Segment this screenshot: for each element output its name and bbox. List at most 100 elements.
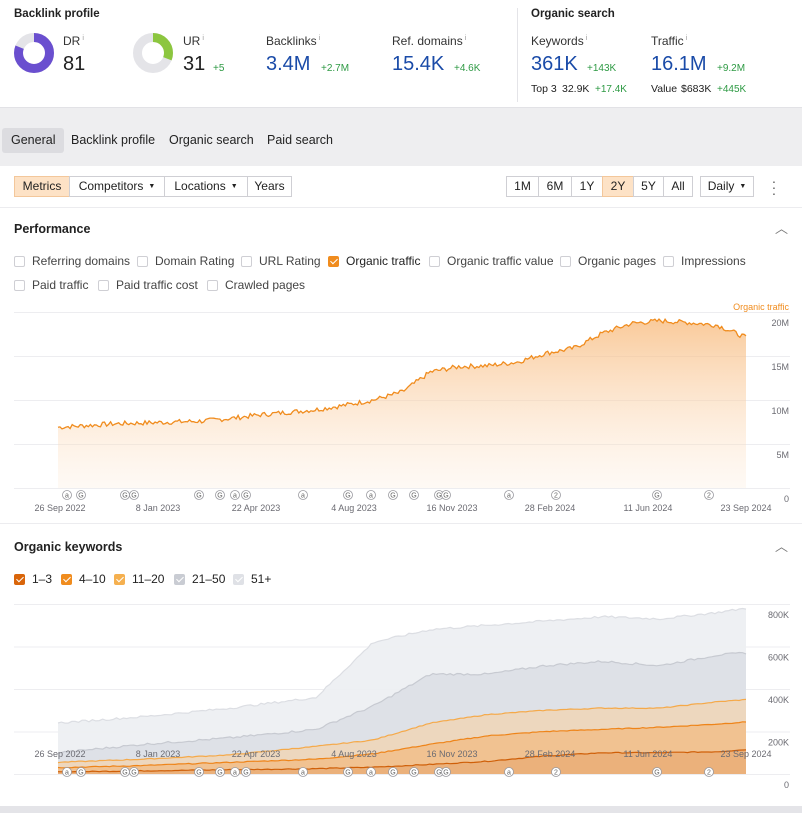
chevron-up-icon[interactable]: ︿ (775, 539, 789, 554)
ur-value[interactable]: 31 (183, 53, 206, 75)
tab-general[interactable]: General (2, 128, 65, 153)
granularity-dropdown[interactable]: Daily ▼ (700, 176, 754, 197)
annotation-marker[interactable]: 2 (704, 767, 714, 777)
dr-label[interactable]: DR i (63, 34, 84, 48)
annotation-marker[interactable]: a (62, 490, 72, 500)
locations-dropdown[interactable]: Locations ▼ (164, 176, 248, 197)
marker-circle (129, 490, 139, 500)
info-icon[interactable]: i (318, 35, 321, 42)
annotation-marker[interactable]: a (366, 767, 376, 777)
annotation-marker[interactable]: G (129, 767, 139, 777)
annotation-marker[interactable]: G (76, 490, 86, 500)
checkbox-paid-traffic[interactable]: Paid traffic (14, 278, 88, 292)
more-options-icon[interactable]: · · · (771, 173, 777, 201)
series-line-4[interactable] (57, 651, 747, 755)
annotation-marker[interactable]: G (441, 490, 451, 500)
info-icon[interactable]: i (202, 35, 204, 42)
annotation-marker[interactable]: G (409, 767, 419, 777)
annotation-marker[interactable]: G (652, 490, 662, 500)
annotation-marker[interactable]: G (388, 490, 398, 500)
annotation-marker[interactable]: G (388, 767, 398, 777)
checkbox-impressions[interactable]: Impressions (663, 254, 746, 268)
range-5y-button[interactable]: 5Y (633, 176, 664, 197)
tab-paid-search[interactable]: Paid search (267, 133, 334, 147)
annotation-marker[interactable]: G (434, 767, 444, 777)
annotation-marker[interactable]: G (129, 490, 139, 500)
annotation-marker[interactable]: G (409, 490, 419, 500)
legend-4-10[interactable]: 4–10 (61, 572, 106, 586)
chevron-up-icon[interactable]: ︿ (775, 221, 789, 236)
keywords-value[interactable]: 361K (531, 53, 578, 75)
annotation-marker[interactable]: G (241, 490, 251, 500)
top3-value[interactable]: 32.9K (562, 83, 590, 95)
annotation-marker[interactable]: G (120, 767, 130, 777)
annotation-marker[interactable]: a (230, 490, 240, 500)
range-1y-button[interactable]: 1Y (571, 176, 603, 197)
info-icon[interactable]: i (685, 35, 688, 42)
annotation-marker[interactable]: G (215, 490, 225, 500)
legend-1-3[interactable]: 1–3 (14, 572, 52, 586)
range-1m-button[interactable]: 1M (506, 176, 539, 197)
backlinks-label[interactable]: Backlinks i (266, 34, 321, 48)
info-icon[interactable]: i (464, 35, 467, 42)
ref-domains-value[interactable]: 15.4K (392, 53, 445, 75)
annotation-marker[interactable]: a (504, 767, 514, 777)
info-icon[interactable]: i (585, 35, 588, 42)
info-icon[interactable]: i (82, 35, 84, 42)
range-all-button[interactable]: All (663, 176, 693, 197)
annotation-marker[interactable]: a (298, 767, 308, 777)
marker-circle (62, 767, 72, 777)
keywords-label[interactable]: Keywords i (531, 34, 588, 48)
checkbox-crawled-pages[interactable]: Crawled pages (207, 278, 305, 292)
checkbox-referring-domains[interactable]: Referring domains (14, 254, 130, 268)
annotation-marker[interactable]: G (76, 767, 86, 777)
annotation-marker[interactable]: G (241, 767, 251, 777)
backlinks-value[interactable]: 3.4M (266, 53, 311, 75)
ur-label[interactable]: UR i (183, 34, 204, 48)
series-line-3[interactable] (57, 698, 747, 764)
tab-backlink-profile[interactable]: Backlink profile (71, 133, 156, 147)
range-2y-button[interactable]: 2Y (602, 176, 634, 197)
series-line-2[interactable] (57, 721, 747, 769)
traffic-label[interactable]: Traffic i (651, 34, 688, 48)
annotation-marker[interactable]: G (343, 767, 353, 777)
competitors-dropdown[interactable]: Competitors ▼ (69, 176, 165, 197)
range-6m-button[interactable]: 6M (538, 176, 572, 197)
organic-traffic-line[interactable] (57, 317, 747, 430)
checkbox-box (207, 279, 218, 291)
annotation-marker[interactable]: G (343, 490, 353, 500)
annotation-marker[interactable]: G (215, 767, 225, 777)
annotation-marker[interactable]: a (504, 490, 514, 500)
annotation-marker[interactable]: G (441, 767, 451, 777)
annotation-marker[interactable]: G (120, 490, 130, 500)
legend-51-plus[interactable]: 51+ (233, 572, 271, 586)
annotation-marker[interactable]: 2 (704, 490, 714, 500)
series-line-5[interactable] (57, 607, 747, 724)
annotation-marker[interactable]: G (194, 767, 204, 777)
annotation-marker[interactable]: a (62, 767, 72, 777)
annotation-marker[interactable]: a (230, 767, 240, 777)
ref-domains-label[interactable]: Ref. domains i (392, 34, 467, 48)
marker-circle (298, 767, 308, 777)
years-button[interactable]: Years (247, 176, 292, 197)
legend-21-50[interactable]: 21–50 (174, 572, 225, 586)
checkbox-organic-traffic[interactable]: Organic traffic (328, 254, 420, 268)
checkbox-organic-traffic-value[interactable]: Organic traffic value (429, 254, 554, 268)
traffic-value[interactable]: 16.1M (651, 53, 707, 75)
annotation-marker[interactable]: a (298, 490, 308, 500)
checkbox-domain-rating[interactable]: Domain Rating (137, 254, 234, 268)
metrics-button[interactable]: Metrics (14, 176, 70, 197)
annotation-marker[interactable]: 2 (551, 490, 561, 500)
annotation-marker[interactable]: G (194, 490, 204, 500)
annotation-marker[interactable]: 2 (551, 767, 561, 777)
tab-organic-search[interactable]: Organic search (169, 133, 254, 147)
series-line-1[interactable] (57, 749, 747, 773)
checkbox-paid-traffic-cost[interactable]: Paid traffic cost (98, 278, 198, 292)
annotation-marker[interactable]: a (366, 490, 376, 500)
annotation-marker[interactable]: G (652, 767, 662, 777)
checkbox-url-rating[interactable]: URL Rating (241, 254, 321, 268)
checkbox-organic-pages[interactable]: Organic pages (560, 254, 656, 268)
legend-11-20[interactable]: 11–20 (114, 572, 164, 586)
